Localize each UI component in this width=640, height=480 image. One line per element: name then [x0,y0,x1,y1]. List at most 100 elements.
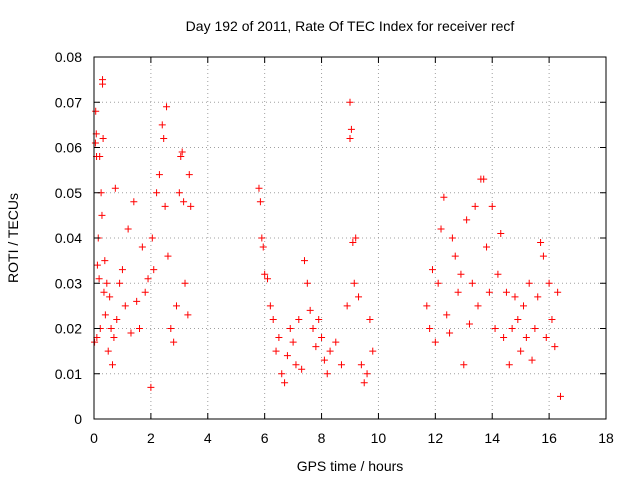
data-point [369,347,377,355]
data-point [144,275,152,283]
x-tick-label: 4 [204,430,212,446]
data-point [101,311,109,319]
data-point [480,175,488,183]
data-point [155,171,163,179]
data-point [150,266,158,274]
data-point [522,334,530,342]
data-point [483,243,491,251]
data-point [448,234,456,242]
data-point [111,184,119,192]
x-tick-label: 6 [261,430,269,446]
y-tick-label: 0.02 [55,321,82,337]
data-point [258,234,266,242]
data-point [101,257,109,265]
axis-ticks [93,56,607,420]
data-point [180,198,188,206]
y-tick-label: 0 [74,411,82,427]
x-axis-label: GPS time / hours [297,458,404,474]
data-point [153,189,161,197]
data-point [485,288,493,296]
data-point [99,80,107,88]
data-point [300,257,308,265]
data-point [355,293,363,301]
x-tick-label: 12 [428,430,444,446]
data-point [147,383,155,391]
data-point [133,297,141,305]
data-point [508,325,516,332]
data-point [167,325,175,332]
data-point [278,370,286,378]
data-point [360,379,368,387]
data-point [471,202,479,210]
data-point [457,270,465,278]
data-point [292,361,300,369]
data-point [497,229,505,237]
data-point [161,202,169,210]
data-point [256,198,264,206]
data-point [511,293,519,301]
data-point [315,315,323,323]
data-point [259,243,267,251]
data-point [434,279,442,287]
data-point [431,338,439,346]
data-point [539,252,547,260]
data-point [95,275,103,283]
y-tick-label: 0.03 [55,275,82,291]
data-point [261,270,269,278]
data-point [423,302,431,310]
data-point [323,370,331,378]
data-point [337,361,345,369]
data-point [99,134,107,142]
data-point [185,171,193,179]
data-point [474,302,482,310]
data-point [255,184,263,192]
data-point [124,225,132,233]
y-axis-label: ROTI / TECUs [5,193,21,283]
data-point [172,302,180,310]
data-point [106,293,114,301]
data-point [118,266,126,274]
data-point [148,234,156,242]
data-point [542,334,550,342]
data-point [491,325,499,332]
data-point [426,325,434,332]
data-point [443,311,451,319]
data-point [494,270,502,278]
x-tick-labels: 0 2 4 6 8 10 12 14 16 18 [90,430,614,446]
y-tick-label: 0.05 [55,185,82,201]
data-point [275,334,283,342]
data-point [91,338,99,346]
data-point [178,148,186,156]
data-point [309,325,317,332]
data-point [545,279,553,287]
x-tick-label: 10 [371,430,387,446]
data-point [350,279,358,287]
data-point [108,361,116,369]
x-tick-label: 18 [598,430,614,446]
data-point [177,153,185,161]
data-point [163,103,171,111]
y-tick-label: 0.08 [55,49,82,65]
data-point [437,225,445,233]
data-point [428,266,436,274]
data-point [113,315,121,323]
data-point [130,198,138,206]
data-point [181,279,189,287]
data-point [465,320,473,328]
data-point [525,279,533,287]
data-point [505,361,513,369]
data-point [93,334,101,342]
data-point [103,279,111,287]
data-point [556,392,564,400]
data-point [158,121,166,129]
data-point [264,275,272,283]
data-point [100,288,108,296]
data-point [517,347,525,355]
data-point [303,279,311,287]
data-point [92,107,100,115]
y-tick-label: 0.01 [55,366,82,382]
data-point [468,279,476,287]
data-point [127,329,135,337]
data-point [500,334,508,342]
data-point [266,302,274,310]
